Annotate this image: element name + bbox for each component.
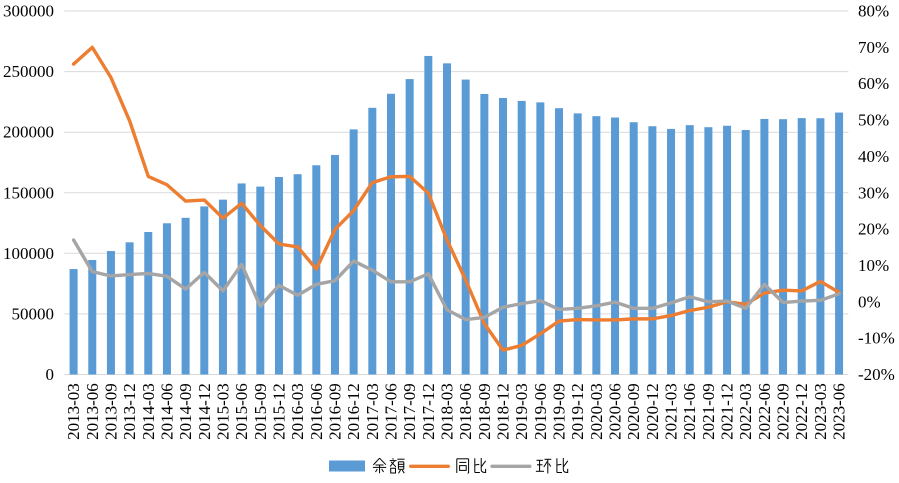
svg-text:2021-03: 2021-03 (662, 383, 681, 440)
svg-text:2015-06: 2015-06 (232, 383, 251, 440)
svg-text:-10%: -10% (858, 329, 895, 348)
svg-text:2016-06: 2016-06 (307, 383, 326, 440)
svg-text:2014-09: 2014-09 (176, 383, 195, 440)
svg-text:2020-12: 2020-12 (643, 383, 662, 440)
svg-text:60%: 60% (858, 74, 889, 93)
svg-text:2017-06: 2017-06 (381, 383, 400, 440)
svg-text:70%: 70% (858, 38, 889, 57)
svg-text:30%: 30% (858, 183, 889, 202)
svg-text:2017-09: 2017-09 (400, 383, 419, 440)
svg-text:2022-06: 2022-06 (755, 383, 774, 440)
svg-text:2018-12: 2018-12 (494, 383, 513, 440)
svg-text:2019-09: 2019-09 (550, 383, 569, 440)
svg-text:2018-06: 2018-06 (456, 383, 475, 440)
svg-text:2014-12: 2014-12 (195, 383, 214, 440)
svg-text:2013-12: 2013-12 (120, 383, 139, 440)
svg-text:10%: 10% (858, 256, 889, 275)
svg-text:100000: 100000 (3, 244, 54, 263)
svg-text:2016-09: 2016-09 (325, 383, 344, 440)
svg-text:50000: 50000 (12, 304, 55, 323)
svg-text:250000: 250000 (3, 62, 54, 81)
svg-text:2013-03: 2013-03 (64, 383, 83, 440)
svg-text:2022-12: 2022-12 (792, 383, 811, 440)
svg-text:2020-03: 2020-03 (587, 383, 606, 440)
svg-text:200000: 200000 (3, 123, 54, 142)
svg-text:0%: 0% (858, 292, 881, 311)
svg-text:2021-09: 2021-09 (699, 383, 718, 440)
svg-text:2021-06: 2021-06 (680, 383, 699, 440)
svg-text:2013-06: 2013-06 (83, 383, 102, 440)
svg-text:80%: 80% (858, 2, 889, 21)
svg-text:2019-12: 2019-12 (568, 383, 587, 440)
svg-text:2023-06: 2023-06 (830, 383, 849, 440)
svg-text:2014-06: 2014-06 (157, 383, 176, 440)
svg-text:2017-12: 2017-12 (419, 383, 438, 440)
svg-text:2019-03: 2019-03 (512, 383, 531, 440)
svg-text:2020-06: 2020-06 (606, 383, 625, 440)
svg-text:-20%: -20% (858, 365, 895, 384)
svg-text:150000: 150000 (3, 183, 54, 202)
svg-text:2023-03: 2023-03 (811, 383, 830, 440)
svg-text:2013-09: 2013-09 (101, 383, 120, 440)
svg-text:2016-03: 2016-03 (288, 383, 307, 440)
svg-text:300000: 300000 (3, 2, 54, 21)
svg-text:2021-12: 2021-12 (718, 383, 737, 440)
svg-text:20%: 20% (858, 220, 889, 239)
svg-text:40%: 40% (858, 147, 889, 166)
svg-text:2020-09: 2020-09 (624, 383, 643, 440)
svg-text:2014-03: 2014-03 (139, 383, 158, 440)
svg-text:2015-12: 2015-12 (269, 383, 288, 440)
svg-text:50%: 50% (858, 111, 889, 130)
svg-text:2017-03: 2017-03 (363, 383, 382, 440)
svg-text:2015-03: 2015-03 (213, 383, 232, 440)
svg-text:2019-06: 2019-06 (531, 383, 550, 440)
svg-text:2022-03: 2022-03 (736, 383, 755, 440)
svg-text:2018-03: 2018-03 (438, 383, 457, 440)
svg-text:0: 0 (46, 365, 55, 384)
svg-text:2016-12: 2016-12 (344, 383, 363, 440)
svg-text:2015-09: 2015-09 (251, 383, 270, 440)
svg-text:2018-09: 2018-09 (475, 383, 494, 440)
svg-text:2022-09: 2022-09 (774, 383, 793, 440)
